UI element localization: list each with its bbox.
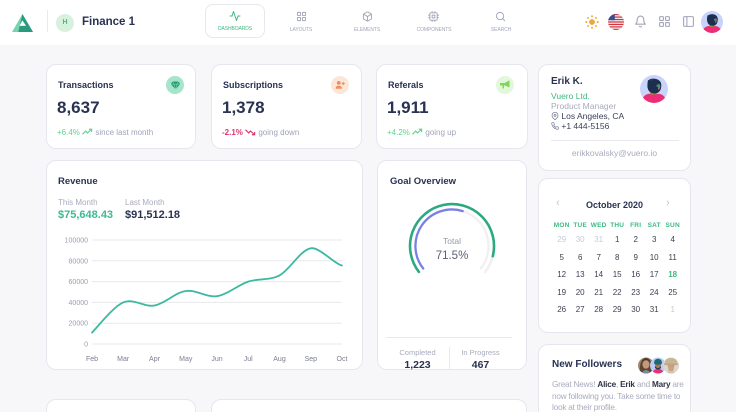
svg-text:Apr: Apr	[149, 356, 161, 363]
svg-text:71.5%: 71.5%	[436, 250, 469, 262]
svg-text:60000: 60000	[69, 279, 89, 286]
svg-text:Jun: Jun	[211, 356, 222, 363]
svg-text:Mar: Mar	[117, 356, 130, 363]
svg-text:May: May	[179, 356, 193, 363]
svg-text:0: 0	[84, 342, 88, 349]
svg-text:Feb: Feb	[86, 356, 98, 363]
svg-text:Aug: Aug	[273, 356, 286, 363]
svg-text:100000: 100000	[65, 238, 88, 245]
svg-text:Total: Total	[443, 236, 461, 246]
svg-text:Sep: Sep	[305, 356, 318, 363]
svg-text:Jul: Jul	[244, 356, 253, 363]
svg-text:80000: 80000	[69, 258, 89, 265]
svg-text:20000: 20000	[69, 321, 89, 328]
svg-text:40000: 40000	[69, 300, 89, 307]
svg-text:Oct: Oct	[337, 356, 348, 363]
